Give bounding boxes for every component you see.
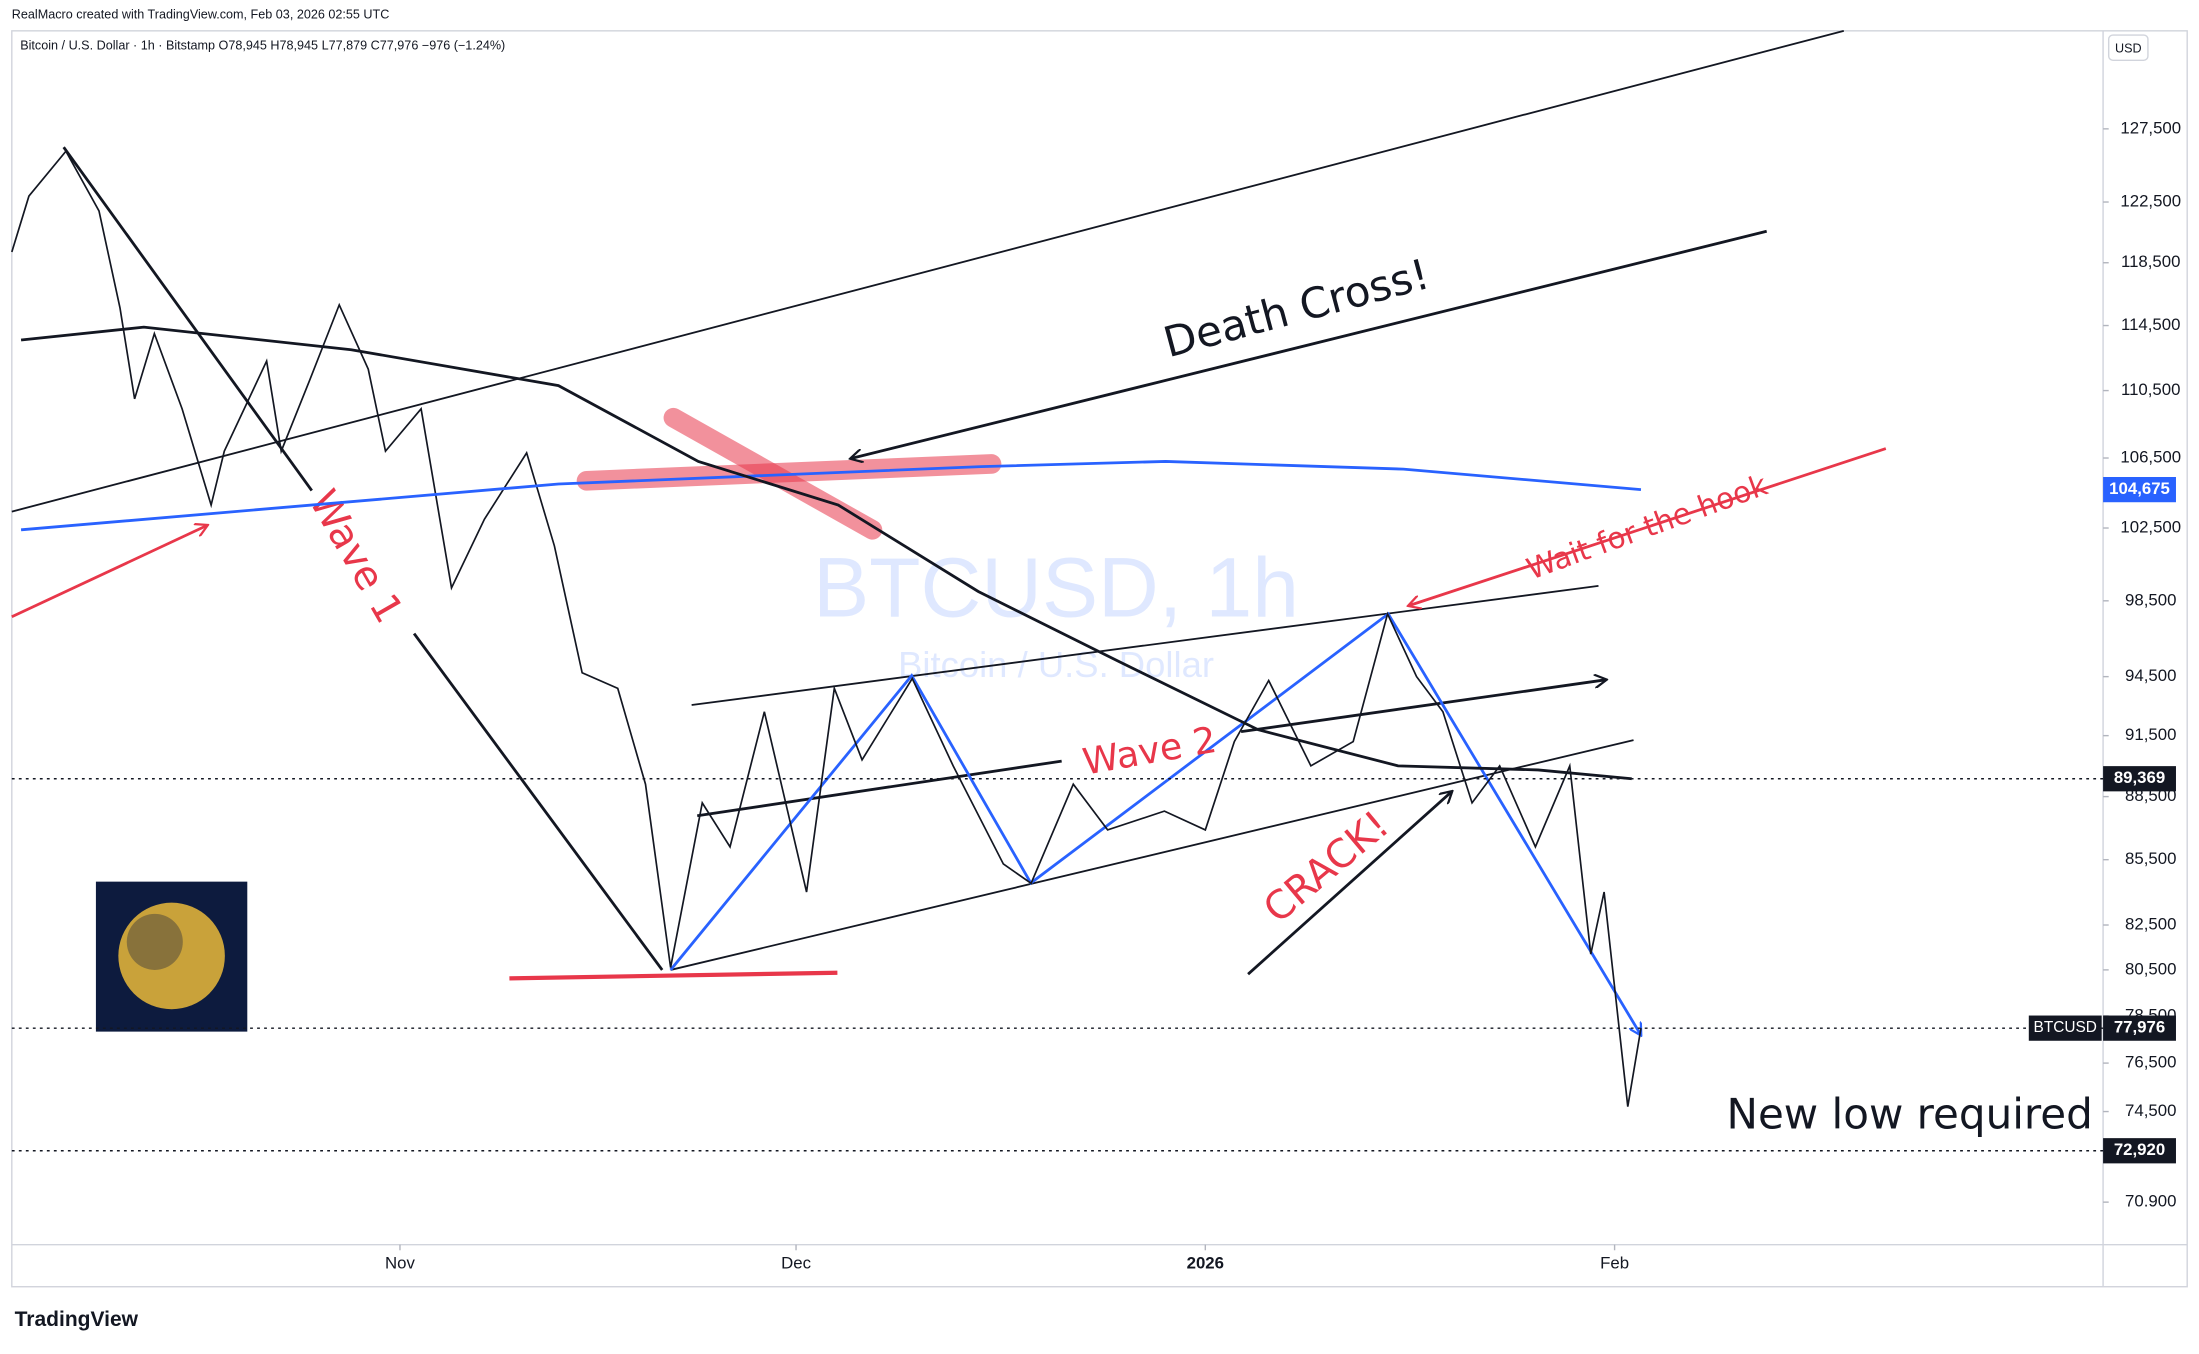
frame: [11, 30, 2188, 1288]
y-tick-label: 110,500: [2121, 380, 2180, 399]
y-tick-label: 106,500: [2120, 447, 2181, 466]
y-tick-label: 94,500: [2125, 666, 2176, 685]
x-tick-label: Nov: [385, 1254, 415, 1273]
price-label-box: [2103, 1015, 2176, 1041]
y-tick-label: 85,500: [2125, 849, 2176, 868]
support-line: [509, 970, 838, 981]
price-label-box: [2103, 477, 2176, 503]
channel-line: [691, 584, 1599, 706]
currency: USD: [2115, 41, 2142, 55]
watermark: BTCUSD, 1h: [813, 541, 1299, 635]
y-tick-label: 127,500: [2120, 118, 2181, 137]
trend-line: [697, 759, 1062, 818]
price-label: 72,920: [2114, 1140, 2165, 1159]
y-tick-label: 98,500: [2125, 590, 2176, 609]
arrow: [1240, 680, 1605, 734]
y-tick-label: 70.900: [2125, 1192, 2176, 1211]
y-tick-label: 118,500: [2121, 252, 2180, 271]
symbol-legend: Bitcoin / U.S. Dollar · 1h · Bitstamp O7…: [20, 39, 505, 53]
price-label-box: [2103, 1138, 2176, 1164]
y-tick-label: 91,500: [2125, 725, 2176, 744]
watermark-subtitle: Bitcoin / U.S. Dollar: [898, 644, 1214, 685]
price-tag: BTCUSD: [2034, 1019, 2097, 1036]
logo-lion: [118, 902, 225, 1010]
price-tag-box: [2028, 1015, 2102, 1041]
x-tick-label: Feb: [1600, 1254, 1629, 1273]
arrow: [1409, 447, 1887, 606]
series-line: [20, 325, 1632, 781]
x-tick-label: Dec: [781, 1254, 811, 1273]
y-tick-label: 76,500: [2125, 1053, 2176, 1072]
series-line: [11, 149, 1642, 1107]
y-tick-label: 114,500: [2121, 315, 2180, 334]
trend-line: [11, 29, 1845, 513]
series-line: [20, 460, 1642, 532]
arrow: [1247, 792, 1451, 976]
price-label: 89,369: [2114, 768, 2165, 787]
y-tick-label: 102,500: [2120, 517, 2181, 536]
x-tick-label: 2026: [1187, 1254, 1224, 1273]
highlight: [663, 407, 883, 540]
currency-box: [2107, 34, 2149, 61]
annotation: New low required: [1727, 1090, 2093, 1139]
price-label-box: [2103, 766, 2176, 792]
credit: RealMacro created with TradingView.com, …: [12, 8, 390, 22]
y-tick-label: 74,500: [2125, 1101, 2176, 1120]
trend-line: [62, 146, 313, 492]
trend-line: [412, 632, 664, 971]
channel-line: [670, 739, 1634, 971]
arrow: [851, 229, 1768, 458]
arrow: [11, 526, 207, 618]
y-tick-label: 82,500: [2125, 914, 2176, 933]
y-tick-label: 80,500: [2125, 959, 2176, 978]
price-label: 104,675: [2109, 479, 2170, 498]
logo-lion-face: [126, 913, 183, 970]
brand: TradingView: [15, 1308, 139, 1331]
y-tick-label: 122,500: [2120, 191, 2181, 210]
price-label: 77,976: [2114, 1018, 2165, 1037]
